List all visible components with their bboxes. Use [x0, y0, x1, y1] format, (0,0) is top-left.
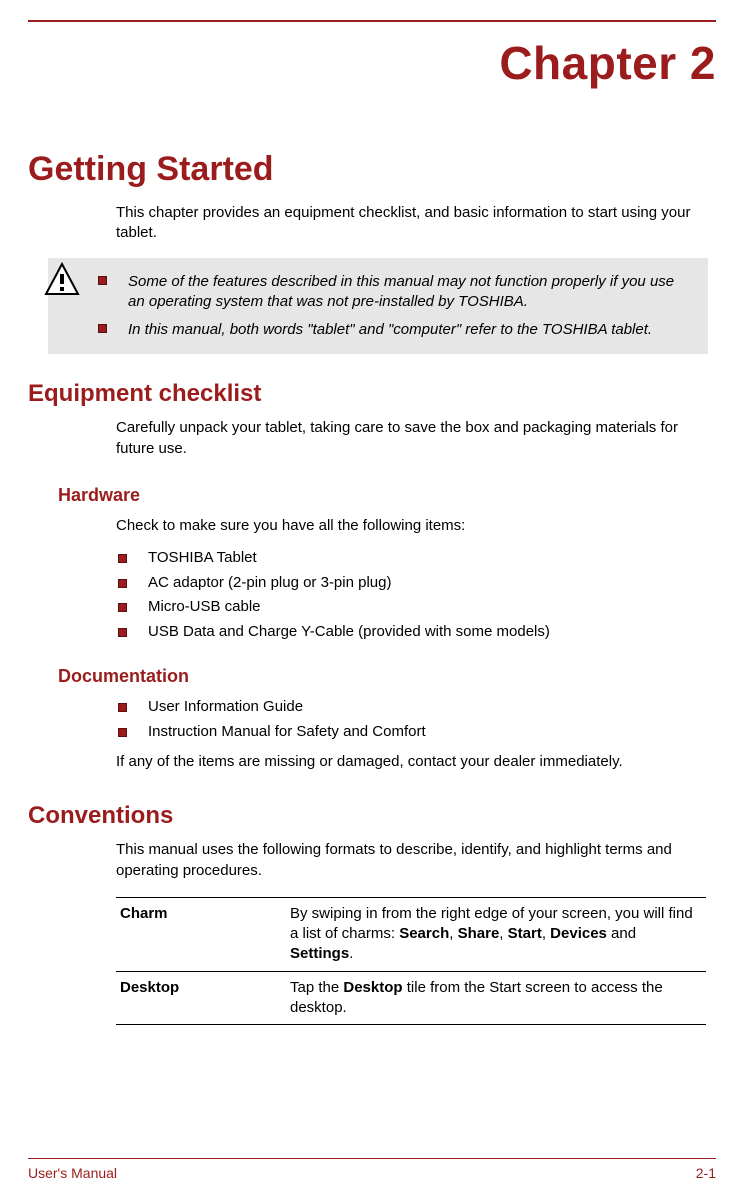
warning-icon	[44, 262, 80, 298]
section-heading-equipment: Equipment checklist	[0, 360, 744, 416]
note-item: In this manual, both words "tablet" and …	[128, 316, 694, 344]
table-row: Charm By swiping in from the right edge …	[116, 897, 706, 971]
list-item-text: Micro-USB cable	[148, 598, 261, 615]
list-item-text: User Information Guide	[148, 698, 303, 715]
section-heading-conventions: Conventions	[0, 782, 744, 838]
bullet-icon	[118, 628, 127, 637]
desc-bold-0: Search	[399, 925, 449, 942]
desc-bold-4: Settings	[290, 945, 349, 962]
page-footer: User's Manual 2-1	[28, 1158, 716, 1181]
conv-term: Desktop	[116, 971, 286, 1025]
desc-bold-2: Start	[508, 925, 542, 942]
list-item: TOSHIBA Tablet	[148, 546, 708, 571]
list-item-text: AC adaptor (2-pin plug or 3-pin plug)	[148, 574, 391, 591]
equipment-text: Carefully unpack your tablet, taking car…	[0, 416, 744, 469]
bullet-icon	[118, 703, 127, 712]
bullet-icon	[98, 324, 107, 333]
conv-desc: By swiping in from the right edge of you…	[286, 897, 706, 971]
bullet-icon	[118, 603, 127, 612]
bullet-icon	[118, 554, 127, 563]
documentation-list: User Information Guide Instruction Manua…	[0, 695, 744, 750]
list-item-text: USB Data and Charge Y-Cable (provided wi…	[148, 623, 550, 640]
desc-bold-3: Devices	[550, 925, 607, 942]
bullet-icon	[118, 579, 127, 588]
intro-text: This chapter provides an equipment check…	[0, 201, 744, 254]
desc-post: .	[349, 945, 353, 962]
conventions-text: This manual uses the following formats t…	[0, 838, 744, 891]
desc-pre: Tap the	[290, 979, 343, 996]
hardware-list: TOSHIBA Tablet AC adaptor (2-pin plug or…	[0, 546, 744, 650]
desc-bold-1: Share	[458, 925, 500, 942]
hardware-intro: Check to make sure you have all the foll…	[0, 514, 744, 546]
bullet-icon	[118, 728, 127, 737]
list-item: AC adaptor (2-pin plug or 3-pin plug)	[148, 571, 708, 596]
documentation-note: If any of the items are missing or damag…	[0, 750, 744, 782]
list-item-text: Instruction Manual for Safety and Comfor…	[148, 723, 426, 740]
conv-desc: Tap the Desktop tile from the Start scre…	[286, 971, 706, 1025]
table-row: Desktop Tap the Desktop tile from the St…	[116, 971, 706, 1025]
page-title: Getting Started	[0, 122, 744, 201]
list-item: USB Data and Charge Y-Cable (provided wi…	[148, 620, 708, 645]
list-item: User Information Guide	[148, 695, 708, 720]
conventions-table: Charm By swiping in from the right edge …	[116, 897, 706, 1025]
chapter-heading: Chapter 2	[0, 22, 744, 122]
note-text: In this manual, both words "tablet" and …	[128, 321, 652, 338]
list-item: Micro-USB cable	[148, 595, 708, 620]
note-text: Some of the features described in this m…	[128, 273, 674, 310]
list-item: Instruction Manual for Safety and Comfor…	[148, 720, 708, 745]
subsection-heading-hardware: Hardware	[0, 469, 744, 514]
bullet-icon	[98, 276, 107, 285]
subsection-heading-documentation: Documentation	[0, 650, 744, 695]
note-item: Some of the features described in this m…	[128, 268, 694, 317]
conv-term: Charm	[116, 897, 286, 971]
note-box: Some of the features described in this m…	[48, 258, 708, 355]
list-item-text: TOSHIBA Tablet	[148, 549, 257, 566]
desc-bold: Desktop	[343, 979, 402, 996]
